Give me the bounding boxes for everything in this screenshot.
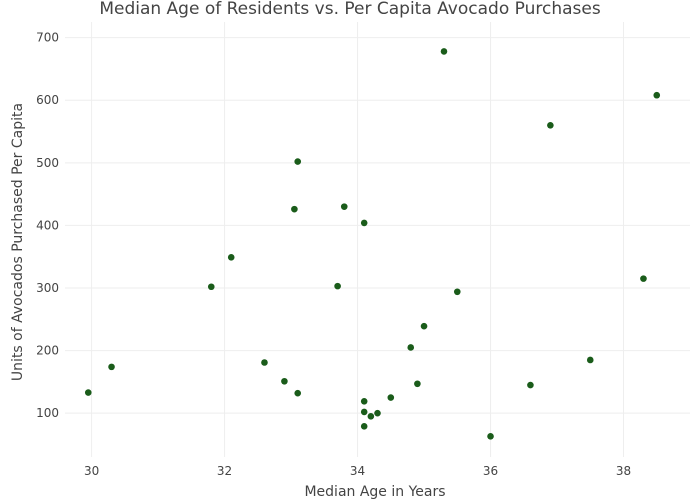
data-point[interactable] bbox=[360, 219, 368, 227]
data-point[interactable] bbox=[586, 356, 594, 364]
data-point[interactable] bbox=[527, 381, 534, 389]
y-grid-lines bbox=[65, 37, 690, 414]
data-point[interactable] bbox=[420, 322, 428, 330]
y-tick-label: 500 bbox=[36, 156, 59, 170]
data-point[interactable] bbox=[640, 275, 647, 282]
data-point[interactable] bbox=[281, 377, 288, 385]
data-point[interactable] bbox=[374, 409, 381, 417]
data-point[interactable] bbox=[387, 394, 395, 401]
data-point[interactable] bbox=[261, 359, 268, 366]
data-point[interactable] bbox=[407, 344, 415, 351]
data-point[interactable] bbox=[291, 205, 298, 213]
data-point[interactable] bbox=[294, 158, 302, 165]
data-point[interactable] bbox=[653, 91, 661, 99]
x-tick-labels: 30 32 34 36 38 bbox=[84, 464, 631, 478]
y-tick-label: 600 bbox=[36, 93, 59, 107]
x-tick-label: 36 bbox=[483, 464, 498, 478]
data-point[interactable] bbox=[334, 282, 341, 290]
y-axis-title: Units of Avocados Purchased Per Capita bbox=[10, 103, 26, 381]
data-points bbox=[84, 48, 661, 440]
x-tick-label: 30 bbox=[84, 464, 99, 478]
x-tick-label: 34 bbox=[350, 464, 365, 478]
x-grid-lines bbox=[91, 22, 625, 457]
x-tick-label: 32 bbox=[217, 464, 232, 478]
data-point[interactable] bbox=[340, 203, 348, 210]
data-point[interactable] bbox=[547, 121, 554, 129]
x-axis-title: Median Age in Years bbox=[304, 484, 445, 500]
data-point[interactable] bbox=[84, 389, 92, 396]
y-tick-label: 300 bbox=[36, 281, 59, 295]
data-point[interactable] bbox=[360, 408, 368, 416]
data-point[interactable] bbox=[227, 254, 235, 261]
x-tick-label: 38 bbox=[616, 464, 631, 478]
data-point[interactable] bbox=[108, 363, 115, 371]
data-point[interactable] bbox=[453, 288, 461, 296]
data-point[interactable] bbox=[367, 413, 375, 420]
y-tick-labels: 100 200 300 400 500 600 700 bbox=[36, 31, 59, 421]
data-point[interactable] bbox=[414, 380, 421, 388]
data-point[interactable] bbox=[360, 397, 368, 405]
chart-title: Median Age of Residents vs. Per Capita A… bbox=[99, 0, 601, 19]
y-tick-label: 700 bbox=[36, 31, 59, 45]
data-point[interactable] bbox=[487, 433, 494, 440]
data-point[interactable] bbox=[207, 283, 215, 291]
y-tick-label: 200 bbox=[36, 344, 59, 358]
data-point[interactable] bbox=[294, 389, 302, 397]
data-point[interactable] bbox=[360, 423, 368, 430]
data-point[interactable] bbox=[440, 48, 448, 55]
y-tick-label: 400 bbox=[36, 218, 59, 232]
y-tick-label: 100 bbox=[36, 406, 59, 420]
